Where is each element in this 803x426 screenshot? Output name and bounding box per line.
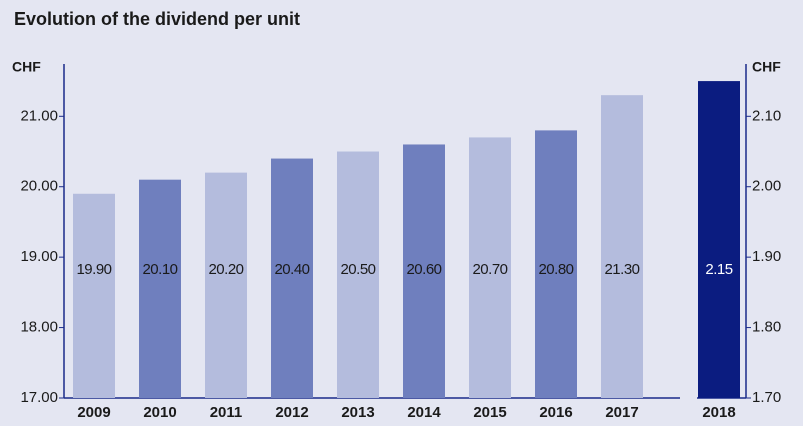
- bar: [73, 193, 115, 398]
- x-tick-label: 2010: [143, 404, 176, 421]
- value-label: 2.15: [705, 261, 732, 278]
- y-tick-label: 20.00: [20, 178, 58, 195]
- x-tick-label: 2013: [341, 404, 374, 421]
- value-label: 20.60: [406, 261, 441, 278]
- bar: [271, 158, 313, 398]
- value-label: 20.50: [340, 261, 375, 278]
- bar: [403, 144, 445, 398]
- y-tick-label: 17.00: [20, 389, 58, 406]
- chart-title: Evolution of the dividend per unit: [14, 9, 300, 29]
- bar: [535, 130, 577, 398]
- x-tick-label: 2015: [473, 404, 506, 421]
- bar: [139, 179, 181, 398]
- x-tick-label: 2016: [539, 404, 572, 421]
- x-tick-label: 2012: [275, 404, 308, 421]
- x-tick-label: 2009: [77, 404, 110, 421]
- x-tick-label: 2017: [605, 404, 638, 421]
- y2-tick-label: 1.80: [752, 319, 781, 336]
- value-label: 20.70: [472, 261, 507, 278]
- y2-tick-label: 1.90: [752, 248, 781, 265]
- bar: [601, 95, 643, 398]
- x-tick-label: 2014: [407, 404, 441, 421]
- value-label: 19.90: [76, 261, 111, 278]
- y-tick-label: 19.00: [20, 248, 58, 265]
- bar: [698, 81, 740, 398]
- value-label: 21.30: [604, 261, 639, 278]
- y-tick-label: 21.00: [20, 107, 58, 124]
- value-label: 20.40: [274, 261, 309, 278]
- y2-axis-label: CHF: [752, 59, 781, 75]
- value-label: 20.10: [142, 261, 177, 278]
- value-label: 20.20: [208, 261, 243, 278]
- y-tick-label: 18.00: [20, 319, 58, 336]
- y-axis-label: CHF: [12, 59, 41, 75]
- bar: [337, 151, 379, 398]
- value-label: 20.80: [538, 261, 573, 278]
- bar: [469, 137, 511, 398]
- y2-tick-label: 1.70: [752, 389, 781, 406]
- bar: [205, 172, 247, 398]
- y2-tick-label: 2.10: [752, 107, 781, 124]
- y2-tick-label: 2.00: [752, 178, 781, 195]
- x-tick-label: 2018: [702, 404, 735, 421]
- x-tick-label: 2011: [210, 404, 243, 421]
